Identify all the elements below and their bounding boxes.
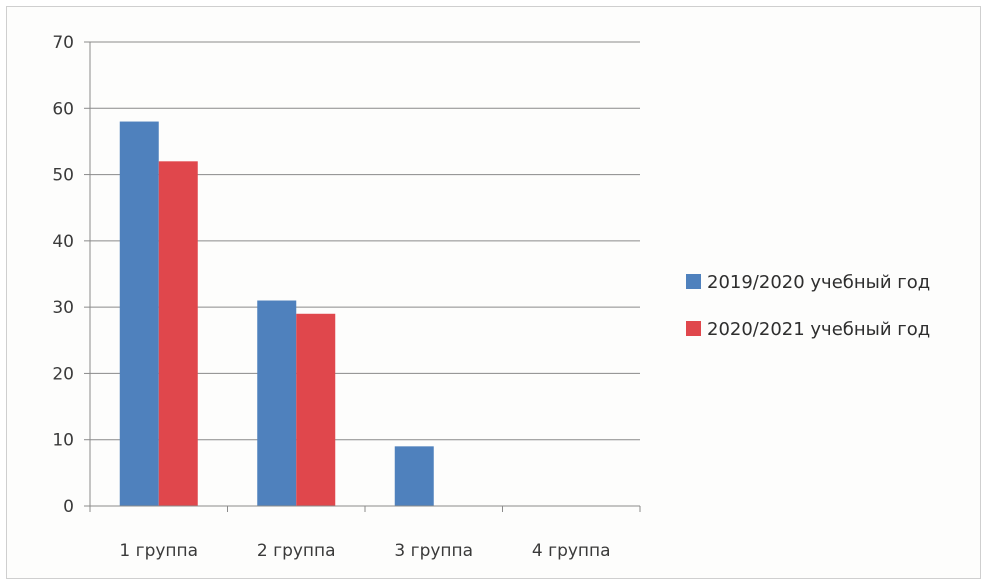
- legend: 2019/2020 учебный год 2020/2021 учебный г…: [686, 272, 930, 340]
- x-category-label: 1 группа: [119, 541, 198, 561]
- legend-label-1: 2019/2020 учебный год: [707, 272, 930, 293]
- x-category-label: 3 группа: [394, 541, 473, 561]
- y-axis-tick-labels: 0 10 20 30 40 50 60 70: [52, 33, 90, 517]
- legend-swatch-2: [686, 321, 701, 336]
- x-axis: [89, 42, 641, 512]
- y-tick-label: 40: [52, 232, 74, 252]
- y-tick-label: 0: [63, 497, 74, 517]
- y-tick-label: 70: [52, 33, 74, 53]
- bar-1-2: [257, 300, 297, 506]
- legend-swatch-1: [686, 274, 701, 289]
- bar-1-3: [394, 446, 434, 506]
- bar-2-1: [158, 161, 198, 507]
- legend-label-2: 2020/2021 учебный год: [707, 319, 930, 340]
- y-tick-label: 10: [52, 431, 74, 451]
- y-tick-label: 30: [52, 298, 74, 318]
- y-tick-label: 60: [52, 99, 74, 119]
- x-category-label: 2 группа: [257, 541, 336, 561]
- x-category-label: 4 группа: [532, 541, 611, 561]
- bar-2-2: [296, 313, 336, 506]
- bar-1-1: [119, 121, 159, 507]
- y-tick-label: 50: [52, 166, 74, 186]
- y-tick-label: 20: [52, 364, 74, 384]
- x-axis-category-labels: 1 группа 2 группа 3 группа 4 группа: [119, 541, 610, 561]
- bars: [119, 121, 434, 507]
